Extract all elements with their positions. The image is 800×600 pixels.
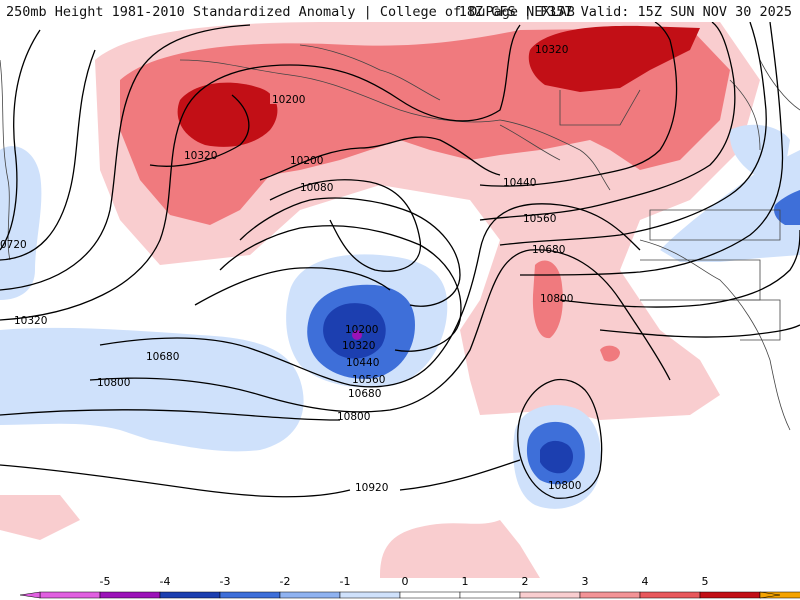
coastlines — [0, 44, 800, 431]
map-title: 250mb Height 1981-2010 Standardized Anom… — [6, 4, 575, 20]
contour-label: 10320 — [184, 150, 217, 162]
contour-label: 10320 — [535, 44, 568, 56]
header: 250mb Height 1981-2010 Standardized Anom… — [0, 0, 800, 22]
colorbar-cell — [459, 591, 521, 599]
height-contours — [0, 22, 800, 499]
colorbar-cell — [279, 591, 341, 599]
contour-label: 10080 — [300, 182, 333, 194]
colorbar-tick-label: -4 — [160, 575, 171, 588]
colorbar-cell — [39, 591, 101, 599]
contour-label: 0720 — [0, 239, 27, 251]
colorbar-tick-label: -5 — [100, 575, 111, 588]
colorbar-cell — [579, 591, 641, 599]
colorbar-ticks: -5 -4 -3 -2 -1 0 1 2 3 4 5 — [100, 575, 709, 588]
contour-label: 10680 — [146, 351, 179, 363]
contour-label: 10200 — [290, 155, 323, 167]
colorbar-tick-label: 4 — [642, 575, 649, 588]
colorbar-cell — [519, 591, 581, 599]
contour-labels: 10200 10320 10200 10080 10320 10440 1056… — [0, 44, 581, 494]
colorbar-tick-label: -2 — [280, 575, 291, 588]
anomaly-fill-strong-positive — [177, 25, 700, 147]
colorbar-tick-label: 1 — [462, 575, 469, 588]
contour-label: 10800 — [337, 411, 370, 423]
colorbar-cell — [219, 591, 281, 599]
contour-label: 10680 — [532, 244, 565, 256]
contour-label: 10440 — [346, 357, 379, 369]
colorbar-tick-label: -3 — [220, 575, 231, 588]
contour-label: 10200 — [345, 324, 378, 336]
contour-label: 10440 — [503, 177, 536, 189]
colorbar-left-extend — [19, 591, 41, 599]
contour-label: 10560 — [523, 213, 556, 225]
contour-label: 10680 — [348, 388, 381, 400]
anomaly-colorbar: -5 -4 -3 -2 -1 0 1 2 3 4 5 — [19, 575, 800, 599]
anomaly-map: 10200 10320 10200 10080 10320 10440 1056… — [0, 22, 800, 578]
contour-label: 10320 — [342, 340, 375, 352]
contour-label: 10320 — [14, 315, 47, 327]
contour-label: 10800 — [97, 377, 130, 389]
colorbar-cell — [699, 591, 761, 599]
colorbar-cell — [339, 591, 401, 599]
colorbar-tick-label: 2 — [522, 575, 529, 588]
contour-label: 10800 — [540, 293, 573, 305]
colorbar-tick-label: 0 — [402, 575, 409, 588]
contour-label: 10560 — [352, 374, 385, 386]
colorbar-tick-label: -1 — [340, 575, 351, 588]
colorbar-tick-label: 3 — [582, 575, 589, 588]
colorbar-cell — [399, 591, 461, 599]
colorbar-cell — [159, 591, 221, 599]
contour-label: 10200 — [272, 94, 305, 106]
colorbar-tick-label: 5 — [702, 575, 709, 588]
model-valid-time: 18Z GFS | F357 Valid: 15Z SUN NOV 30 202… — [458, 4, 792, 20]
contour-label: 10800 — [548, 480, 581, 492]
contour-label: 10920 — [355, 482, 388, 494]
colorbar-cell — [639, 591, 701, 599]
anomaly-fill-extreme-negative — [352, 330, 362, 340]
colorbar-cell — [99, 591, 161, 599]
colorbar-right-extend — [759, 591, 781, 599]
colorbar-cells — [19, 591, 800, 599]
